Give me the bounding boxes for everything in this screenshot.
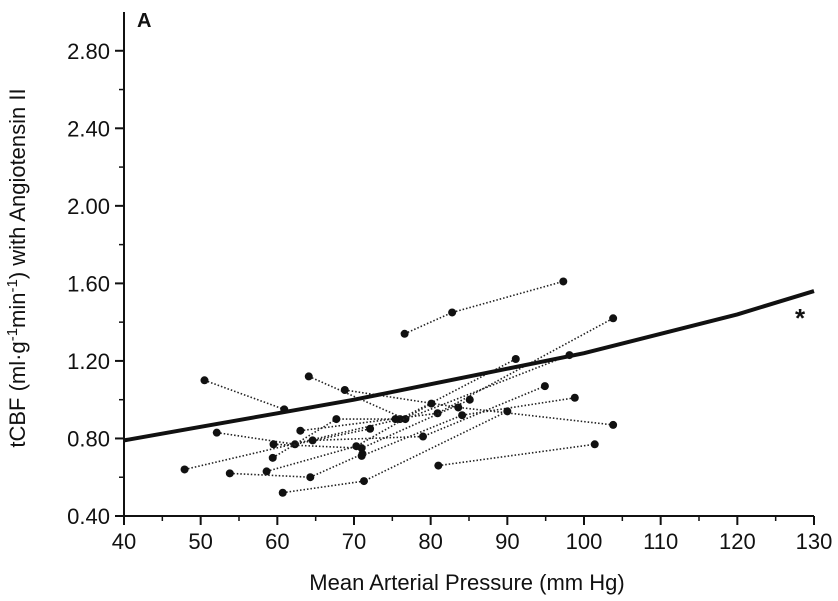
plot-area: 40 50 60 70 80 90 100 110 120 130 0.40 0.80 1.20 1.60… bbox=[67, 12, 832, 554]
series-line bbox=[300, 317, 614, 432]
data-point bbox=[340, 386, 349, 394]
subject-series bbox=[212, 424, 375, 449]
subject-series bbox=[262, 399, 436, 476]
series-line bbox=[438, 443, 595, 467]
subject-series bbox=[357, 393, 579, 460]
data-point bbox=[306, 473, 315, 482]
data-point bbox=[540, 382, 549, 391]
data-point bbox=[180, 465, 189, 474]
x-tick-label: 80 bbox=[418, 529, 442, 554]
series-line bbox=[361, 397, 575, 457]
data-point bbox=[332, 415, 341, 424]
series-line bbox=[204, 379, 285, 411]
y-tick-label: 2.40 bbox=[67, 116, 110, 141]
x-axis-title: Mean Arterial Pressure (mm Hg) bbox=[309, 570, 624, 595]
x-tick-label: 90 bbox=[495, 529, 519, 554]
data-point bbox=[454, 403, 463, 412]
y-title-sup: -1 bbox=[4, 328, 21, 341]
series-line bbox=[216, 428, 371, 446]
series-line bbox=[229, 453, 363, 479]
data-point bbox=[570, 393, 579, 402]
x-tick-label: 130 bbox=[796, 529, 833, 554]
y-tick-label: 0.80 bbox=[67, 426, 110, 451]
y-tick-label: 2.00 bbox=[67, 194, 110, 219]
series-line bbox=[266, 402, 432, 473]
data-point bbox=[401, 415, 410, 424]
panel-label: A bbox=[137, 10, 151, 32]
data-point bbox=[296, 426, 305, 435]
data-point bbox=[262, 467, 271, 476]
data-point bbox=[352, 442, 361, 451]
data-point bbox=[458, 411, 467, 420]
subject-series bbox=[268, 415, 400, 462]
subject-series bbox=[278, 407, 512, 497]
data-point bbox=[511, 354, 520, 363]
data-point bbox=[290, 440, 299, 449]
series-layer bbox=[180, 277, 618, 497]
data-point bbox=[559, 277, 568, 286]
data-point bbox=[400, 329, 409, 338]
data-point bbox=[278, 488, 287, 497]
data-point bbox=[359, 477, 368, 486]
subject-series bbox=[308, 382, 549, 445]
x-tick-label: 70 bbox=[342, 529, 366, 554]
x-tick-label: 40 bbox=[112, 529, 136, 554]
data-point bbox=[268, 453, 277, 462]
data-point bbox=[366, 424, 375, 433]
x-tick-label: 60 bbox=[265, 529, 289, 554]
y-title-part: min bbox=[5, 293, 30, 328]
y-title-part: tCBF (ml·g bbox=[5, 341, 30, 447]
x-tick-label: 110 bbox=[643, 529, 678, 554]
data-point bbox=[308, 436, 317, 445]
data-point bbox=[609, 314, 618, 323]
subject-series bbox=[180, 354, 520, 474]
y-title-sup: -1 bbox=[4, 279, 21, 292]
data-point bbox=[304, 372, 313, 381]
data-point bbox=[590, 440, 599, 449]
regression-curve bbox=[123, 289, 815, 443]
y-tick-label: 1.60 bbox=[67, 271, 110, 296]
x-tick-label: 100 bbox=[566, 529, 603, 554]
data-point bbox=[427, 399, 436, 408]
data-point bbox=[609, 420, 618, 429]
data-point bbox=[200, 376, 209, 385]
y-title-part: ) with Angiotensin II bbox=[5, 88, 30, 279]
data-point bbox=[448, 308, 457, 317]
y-axis-title: tCBF (ml·g-1min-1) with Angiotensin II bbox=[4, 88, 30, 447]
data-point bbox=[357, 451, 366, 460]
data-point bbox=[465, 395, 474, 404]
subject-series bbox=[200, 376, 289, 414]
subject-series bbox=[400, 277, 568, 338]
data-point bbox=[225, 469, 234, 478]
data-point bbox=[503, 407, 512, 416]
data-point bbox=[391, 415, 400, 424]
series-line bbox=[404, 280, 564, 335]
x-tick-label: 50 bbox=[188, 529, 212, 554]
x-tick-label: 120 bbox=[719, 529, 756, 554]
data-point bbox=[212, 428, 221, 437]
subject-series bbox=[434, 440, 599, 470]
data-point bbox=[419, 432, 427, 441]
significance-annotation: * bbox=[795, 303, 806, 333]
data-point bbox=[269, 440, 278, 449]
y-tick-label: 0.40 bbox=[67, 504, 110, 529]
series-line bbox=[282, 410, 508, 494]
y-tick-label: 1.20 bbox=[67, 349, 110, 374]
axis-ticks: 40 50 60 70 80 90 100 110 120 130 0.40 0.80 1.20 1.60… bbox=[67, 39, 832, 554]
data-point bbox=[434, 461, 443, 470]
y-tick-label: 2.80 bbox=[67, 39, 110, 64]
subject-series bbox=[340, 386, 618, 429]
